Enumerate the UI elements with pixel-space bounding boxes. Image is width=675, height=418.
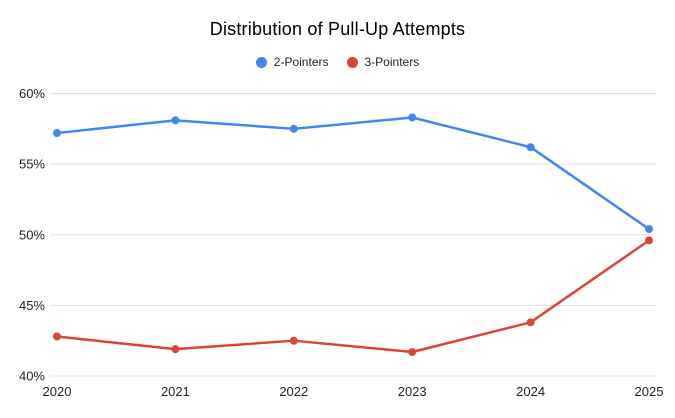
x-axis-tick-label: 2020 — [43, 384, 72, 399]
legend-dot-3-pointers-icon — [346, 56, 358, 68]
series-line-3-pointers — [55, 239, 651, 354]
y-axis-tick-label: 55% — [19, 157, 45, 172]
y-axis-tick-label: 60% — [19, 86, 45, 101]
legend-label-2-pointers: 2-Pointers — [273, 55, 329, 69]
x-axis-tick-label: 2021 — [161, 384, 190, 399]
x-axis-tick-label: 2023 — [398, 384, 427, 399]
chart-title: Distribution of Pull-Up Attempts — [209, 19, 466, 39]
data-point-2-pointers-2024[interactable] — [526, 143, 535, 152]
y-axis-tick-label: 40% — [19, 369, 45, 384]
x-axis-tick-label: 2022 — [279, 384, 308, 399]
data-point-2-pointers-2022[interactable] — [289, 124, 298, 133]
data-point-3-pointers-2022[interactable] — [289, 336, 298, 345]
series-line-2-pointers — [55, 116, 651, 231]
data-point-2-pointers-2025[interactable] — [645, 225, 653, 234]
chart-legend: 2-Pointers 3-Pointers — [0, 55, 675, 69]
data-point-2-pointers-2021[interactable] — [171, 116, 180, 125]
legend-label-3-pointers: 3-Pointers — [364, 55, 420, 69]
data-point-3-pointers-2021[interactable] — [171, 345, 180, 354]
x-axis-tick-label: 2024 — [516, 384, 545, 399]
y-axis-tick-label: 50% — [19, 227, 45, 242]
legend-item-2-pointers[interactable]: 2-Pointers — [255, 55, 329, 69]
data-point-3-pointers-2025[interactable] — [645, 236, 653, 245]
data-point-3-pointers-2024[interactable] — [526, 318, 535, 327]
data-point-2-pointers-2023[interactable] — [408, 113, 417, 122]
data-point-2-pointers-2020[interactable] — [53, 129, 61, 138]
legend-dot-2-pointers-icon — [255, 56, 267, 68]
y-axis-tick-label: 45% — [19, 298, 45, 313]
data-point-3-pointers-2020[interactable] — [53, 332, 61, 341]
x-axis-tick-label: 2025 — [635, 384, 664, 399]
data-point-3-pointers-2023[interactable] — [408, 347, 417, 356]
legend-item-3-pointers[interactable]: 3-Pointers — [346, 55, 420, 69]
